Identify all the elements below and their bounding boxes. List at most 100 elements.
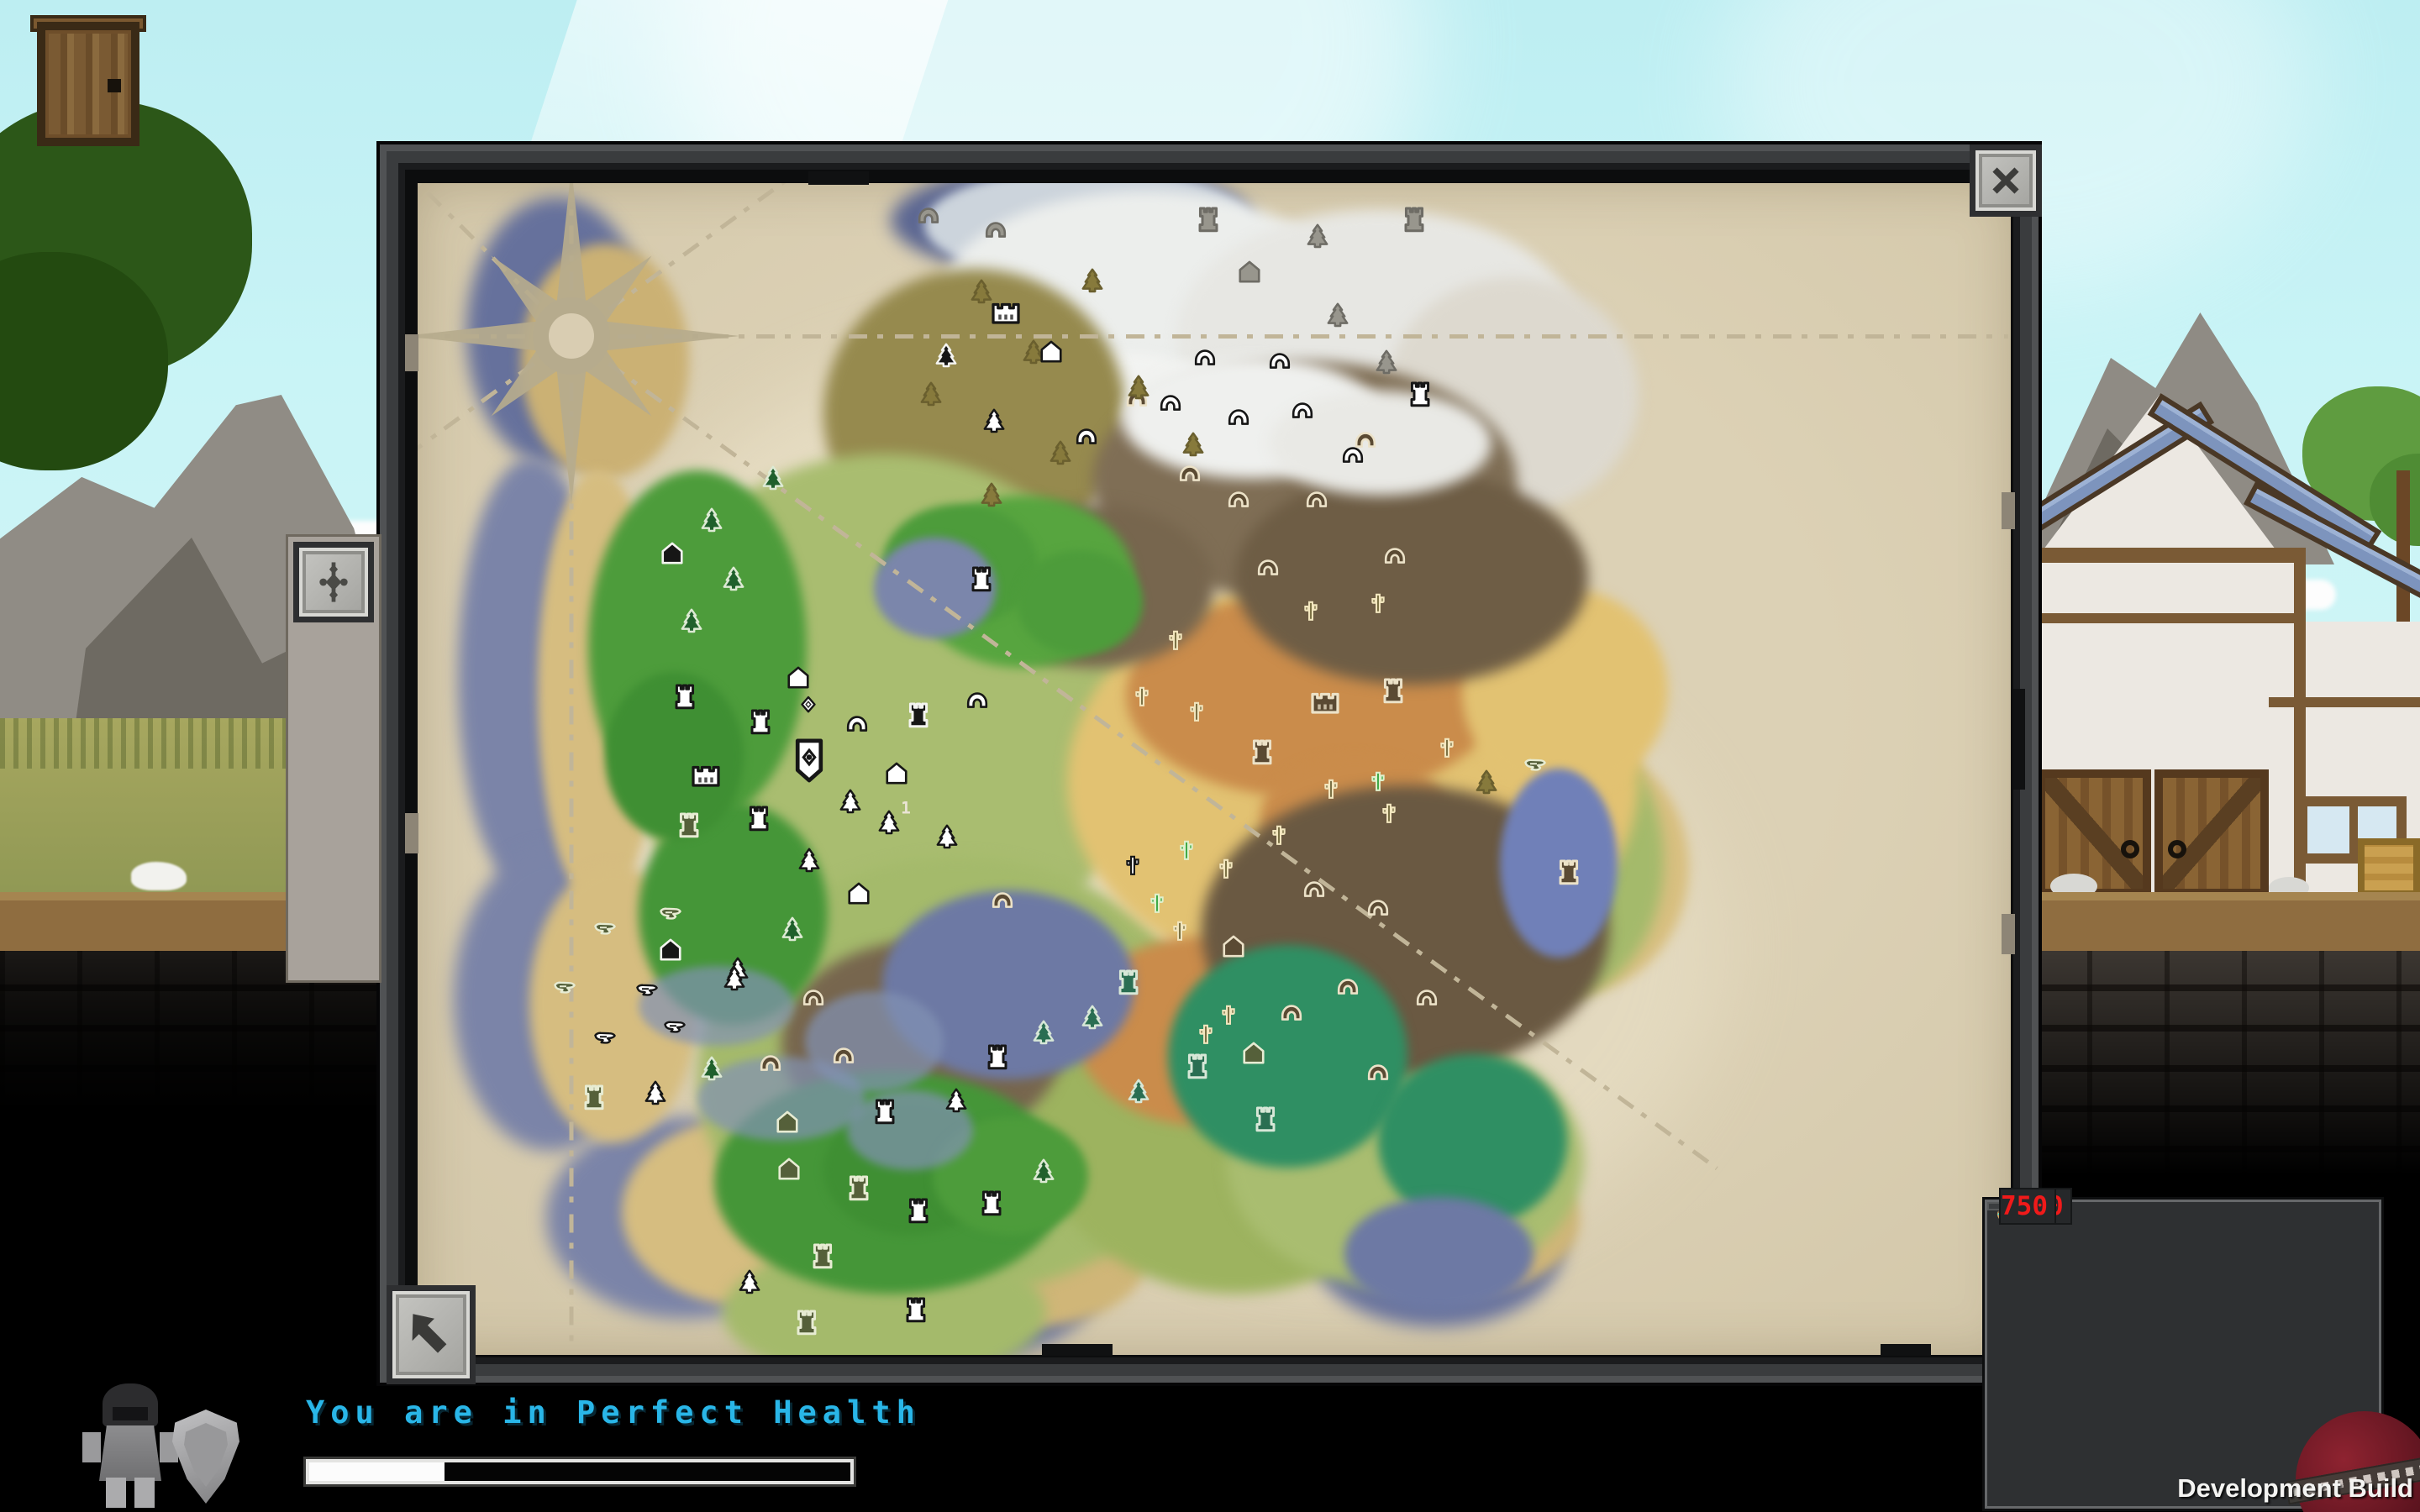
map-icon-tower [1383,678,1403,704]
terrain-blob [1378,1054,1567,1226]
map-icon-cactus [1190,701,1203,722]
map-icon-pine [936,824,958,849]
rabbit-sprite [131,862,187,890]
dev-build-watermark: Development Build [2177,1473,2413,1503]
terrain-blob [1168,945,1407,1168]
map-icon-castle [1311,692,1339,714]
terrain-blob [605,672,744,840]
map-icon-pine [1050,440,1071,465]
map-icon-pine [762,465,784,491]
map-icon-pine [781,916,803,942]
map-icon-arch [1416,990,1438,1005]
resource-cell-mithril-bar: 750 [1987,1188,2056,1225]
window-mullion [2349,800,2358,860]
map-icon-ruins [554,981,576,994]
map-icon-tower [1118,969,1139,995]
back-button[interactable] [387,1285,476,1384]
map-icon-cactus [1304,601,1318,621]
map-icon-pine [1033,1020,1055,1045]
map-icon-pine [681,608,702,633]
map-icon-arch [1384,548,1406,564]
map-icon-tower [1198,207,1218,233]
avatar-arm [82,1432,101,1462]
map-icon-tower [584,1084,604,1110]
compass-rose [418,183,739,504]
map-icon-house [1239,260,1260,283]
map-icon-house [1223,935,1244,958]
back-arrow-icon [412,1314,447,1353]
map-icon-ruins [636,984,658,996]
map-icon-cactus [1371,593,1385,613]
map-icon-arch [1342,447,1364,463]
close-button[interactable] [1970,144,2042,217]
map-icon-tower [1255,1106,1276,1132]
map-icon-tower [849,1175,869,1201]
map-icon-tower [797,1310,817,1336]
map-icon-ruins [594,922,616,935]
map-icon-cactus [1126,855,1139,875]
map-icon-tower [906,1297,926,1323]
terrain-blob [639,966,794,1046]
frame-notch [2013,689,2025,790]
map-icon-arch [1292,402,1313,418]
avatar-helmet [103,1383,158,1427]
health-status-text: You are in Perfect Health [306,1394,921,1431]
map-icon-pine [723,966,745,991]
map-icon-tower [679,812,699,838]
map-icon-tower [813,1243,833,1269]
terrain-blob [1235,470,1588,685]
map-icon-diamond [801,696,816,713]
map-icon-tower [749,806,769,832]
door-ring-handle [2121,840,2139,858]
frame-notch [1042,1344,1113,1356]
map-icon-arch [1367,1064,1389,1080]
map-icon-pine [935,343,957,368]
map-icon-arch [846,716,868,732]
terrain-blob [1500,769,1618,958]
map-canvas[interactable]: 1 [418,183,2011,1355]
map-icon-cactus [1135,686,1149,706]
avatar-torso [99,1425,161,1481]
map-icon-arch [1355,432,1376,448]
map-icon-pine [920,381,942,407]
map-icon-arch [1303,881,1325,897]
frame-notch [1881,1344,1931,1356]
map-icon-pine [1307,223,1328,249]
map-icon-house [886,762,908,785]
map-icon-pine [839,789,861,814]
frame-notch [808,171,869,185]
map-icon-castle [692,765,720,787]
map-icon-arch [992,892,1013,908]
map-icon-arch [918,207,939,223]
map-icon-pine [1182,432,1204,457]
map-icon-pine [798,848,820,873]
map-icon-pine [1081,268,1103,293]
map-icon-cactus [1222,1005,1235,1025]
map-icon-house [1040,340,1062,363]
map-icon-tower [1252,739,1272,765]
map-icon-tower [908,702,929,728]
map-icon-house [848,882,870,905]
map-icon-cactus [1180,840,1193,860]
map-icon-ruins [594,1032,616,1044]
frame-tab [2002,492,2015,529]
fast-travel-button[interactable] [293,542,374,622]
map-icon-tower [675,684,695,710]
map-icon-arch [1179,465,1201,481]
map-icon-cactus [1371,771,1385,791]
map-icon-arch [985,222,1007,238]
map-icon-pine [983,408,1005,433]
map-icon-pine [878,810,900,835]
health-bar [306,1459,854,1484]
wooden-crate [2358,838,2420,897]
map-icon-cactus [1173,921,1186,941]
resource-value: 750 [1999,1188,2056,1225]
map-icon-pine [1023,339,1044,365]
door-ring-handle [2168,840,2186,858]
terrain-blob [805,991,944,1092]
avatar-visor [113,1407,148,1420]
map-icon-house [787,666,809,689]
map-icon-pine [1033,1158,1055,1184]
map-icon-house [776,1110,798,1133]
